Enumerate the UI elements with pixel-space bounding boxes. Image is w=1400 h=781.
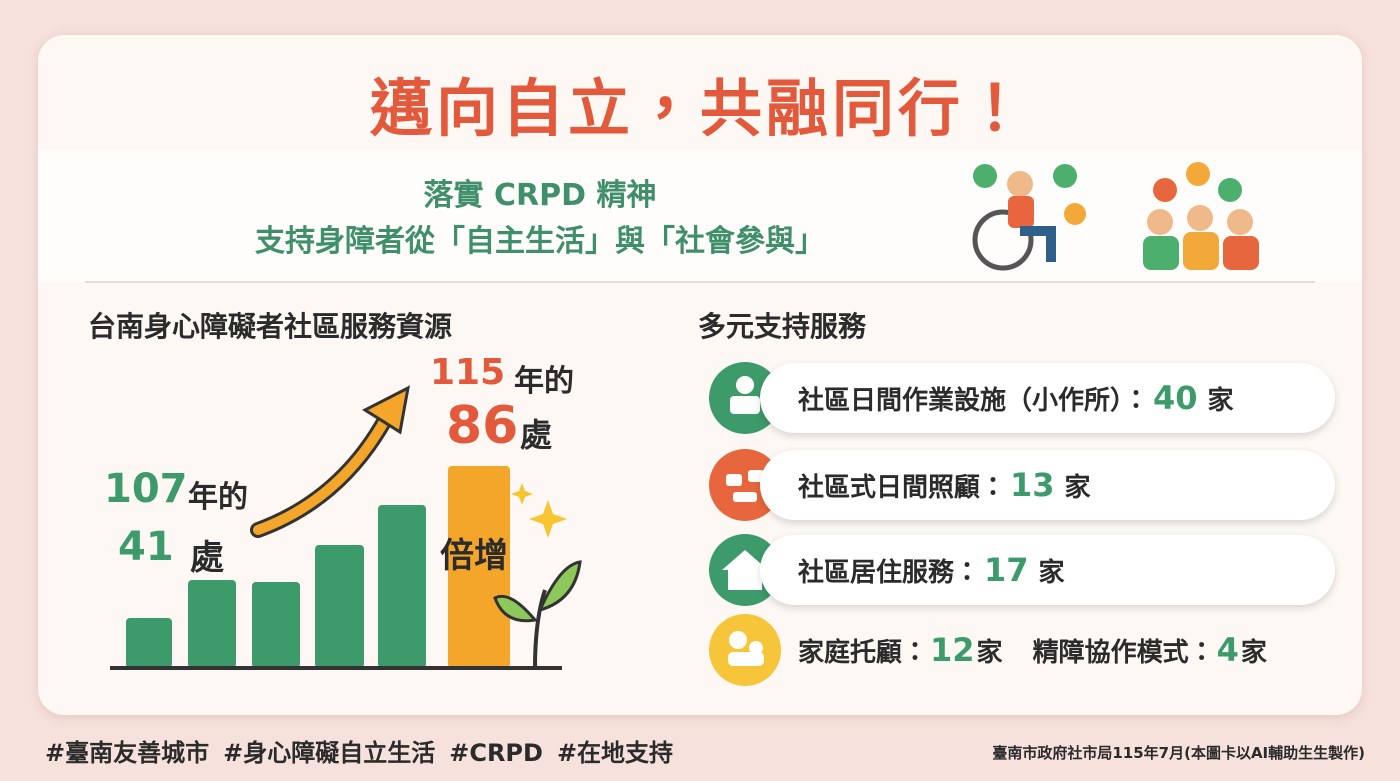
service-count: 12 [930,631,975,669]
subtitle-line: 支持身障者從「自主生活」與「社會參與」 [255,224,825,259]
service-label: 社區式日間照顧： [798,472,1007,503]
service-count: 17 [984,551,1029,589]
service-label: 精障協作模式： [1032,637,1215,668]
service-unit: 家 [1064,472,1091,503]
service-label: 社區日間作業設施（小作所）： [798,385,1150,416]
service-unit: 家 [1207,385,1234,416]
credit: 臺南市政府社市局115年7月(本圖卡以AI輔助生生製作) [992,744,1365,762]
service-row: 社區式日間照顧： 13 家 [760,450,1335,520]
hashtag: #在地支持 [556,739,674,767]
right-heading: 多元支持服務 [698,310,867,343]
highlight-bar [448,466,510,668]
end-year: 115 [430,352,506,393]
sparkle [529,500,567,538]
service-row: 社區日間作業設施（小作所）： 40 家 [760,363,1335,433]
service-glyphs [722,376,768,666]
arrow-head [361,385,411,435]
service-label: 社區居住服務： [798,557,981,588]
left-heading: 台南身心障礙者社區服務資源 [88,310,453,343]
end-year-suffix: 年的 [514,364,574,399]
service-count: 13 [1010,466,1055,504]
end-count-suffix: 處 [520,416,553,454]
title: 邁向自立，共融同行！ [369,72,1030,145]
sparkle [511,483,533,505]
start-count-suffix: 處 [190,538,224,578]
sprout [493,560,582,669]
service-count: 4 [1216,631,1239,669]
end-count: 86 [446,396,519,456]
hashtag: #身心障礙自立生活 [223,739,436,767]
service-icon [709,449,781,521]
hashtag: #臺南友善城市 [45,739,210,767]
service-row: 社區居住服務： 17 家 [760,535,1335,605]
subtitle-band [38,150,1362,282]
service-label: 家庭托顧： [798,637,929,668]
hashtags: #臺南友善城市 #身心障礙自立生活 #CRPD #在地支持 [45,733,687,768]
service-unit: 家 [1038,557,1065,588]
growth-bars [126,505,426,668]
arrow-outline [250,412,393,538]
start-count: 41 [118,524,174,570]
start-year: 107 [104,466,188,512]
growth-label: 倍增 [440,536,508,576]
service-unit: 家 [1240,637,1267,668]
service-count: 40 [1153,379,1198,417]
arrow [253,415,390,535]
community-icon [1143,162,1259,270]
service-icon [709,614,781,686]
start-year-suffix: 年的 [188,480,248,515]
service-unit: 家 [976,637,1003,668]
service-row: 家庭托顧： 12 家 精障協作模式： 4 家 [760,615,1335,685]
hashtag: #CRPD [449,739,543,767]
subtitle-line: 落實 CRPD 精神 [423,178,657,213]
wheelchair-icon [972,164,1086,271]
